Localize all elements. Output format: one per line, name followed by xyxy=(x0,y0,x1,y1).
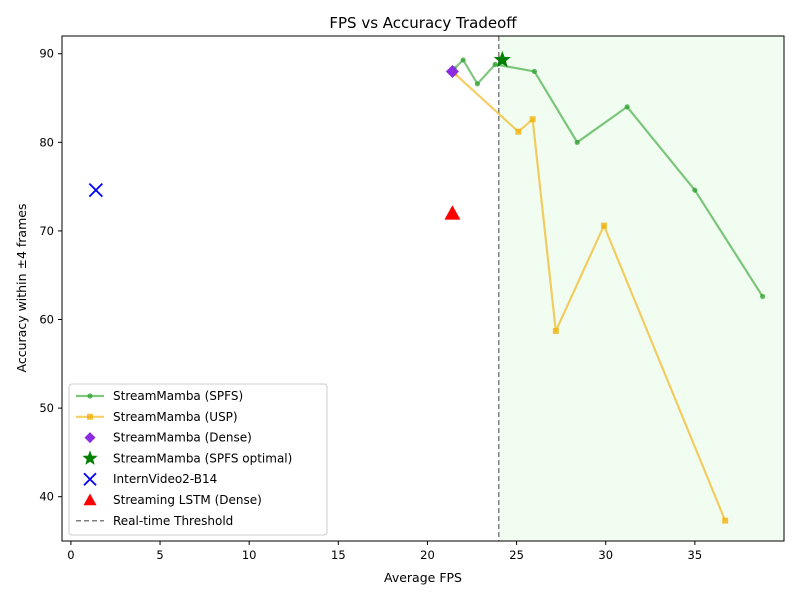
legend-marker xyxy=(82,450,98,465)
x-axis-label: Average FPS xyxy=(384,570,462,585)
legend-marker xyxy=(84,432,96,444)
x-tick-label: 0 xyxy=(67,548,74,562)
data-point xyxy=(760,293,766,300)
legend-entry: Streaming LSTM (Dense) xyxy=(83,493,262,507)
data-point xyxy=(531,68,538,75)
y-tick-label: 90 xyxy=(39,47,54,61)
series-5 xyxy=(444,205,461,220)
series-0 xyxy=(451,57,766,300)
legend-entry: Real-time Threshold xyxy=(76,514,233,528)
x-tick-label: 15 xyxy=(331,548,346,562)
data-point xyxy=(692,187,698,193)
data-point xyxy=(88,183,104,198)
legend-marker xyxy=(83,472,97,486)
x-tick-label: 30 xyxy=(598,548,613,562)
legend-label: Streaming LSTM (Dense) xyxy=(113,493,262,507)
legend-label: StreamMamba (Dense) xyxy=(113,431,252,445)
data-point xyxy=(600,222,607,229)
plot-frame xyxy=(61,35,785,542)
data-point xyxy=(624,104,630,110)
data-point xyxy=(492,61,498,67)
legend-items: StreamMamba (SPFS) StreamMamba (USP) Strea… xyxy=(76,389,292,528)
data-point xyxy=(552,328,559,335)
data-point xyxy=(515,128,522,135)
data-point xyxy=(529,116,536,123)
x-tick-label: 35 xyxy=(688,548,703,562)
series-layer xyxy=(88,50,766,524)
y-tick-label: 80 xyxy=(39,135,54,149)
x-tick-label: 20 xyxy=(420,548,435,562)
x-tick-label: 25 xyxy=(509,548,524,562)
legend-marker xyxy=(87,413,93,420)
y-axis-ticks: 40 50 60 70 80 90 xyxy=(39,47,62,504)
legend-entry: InternVideo2-B14 xyxy=(83,472,217,486)
data-point xyxy=(445,64,459,78)
legend-label: StreamMamba (SPFS) xyxy=(113,389,243,403)
legend-entry: StreamMamba (Dense) xyxy=(84,431,252,445)
x-tick-label: 5 xyxy=(156,548,163,562)
legend-label: StreamMamba (USP) xyxy=(113,410,238,424)
realtime-region xyxy=(498,36,784,541)
legend-entry: StreamMamba (USP) xyxy=(76,410,238,424)
legend-label: StreamMamba (SPFS optimal) xyxy=(113,451,292,465)
legend-label: Real-time Threshold xyxy=(113,514,233,528)
y-tick-label: 40 xyxy=(39,490,54,504)
realtime-shaded-region xyxy=(498,36,784,541)
series-3 xyxy=(493,50,511,68)
series-4 xyxy=(88,183,104,198)
data-point xyxy=(574,139,580,145)
y-axis-label: Accuracy within ±4 frames xyxy=(14,204,29,373)
x-tick-label: 10 xyxy=(242,548,257,562)
legend-marker xyxy=(87,393,93,399)
data-point xyxy=(474,81,480,87)
legend-entry: StreamMamba (SPFS) xyxy=(76,389,243,403)
y-tick-label: 70 xyxy=(39,224,54,238)
chart-title: FPS vs Accuracy Tradeoff xyxy=(329,14,517,32)
legend-marker xyxy=(83,493,97,506)
data-point xyxy=(493,50,511,68)
series-2 xyxy=(445,64,459,78)
legend-entry: StreamMamba (SPFS optimal) xyxy=(82,450,292,465)
legend-label: InternVideo2-B14 xyxy=(113,472,217,486)
x-axis-ticks: 0 5 10 15 20 25 30 35 xyxy=(67,541,702,562)
y-tick-label: 60 xyxy=(39,313,54,327)
data-point xyxy=(444,205,461,220)
data-point xyxy=(460,57,466,63)
legend-box xyxy=(68,383,328,536)
data-point xyxy=(722,517,729,524)
series-line xyxy=(453,72,727,522)
y-tick-label: 50 xyxy=(39,401,54,415)
legend: StreamMamba (SPFS) StreamMamba (USP) Strea… xyxy=(68,383,328,536)
